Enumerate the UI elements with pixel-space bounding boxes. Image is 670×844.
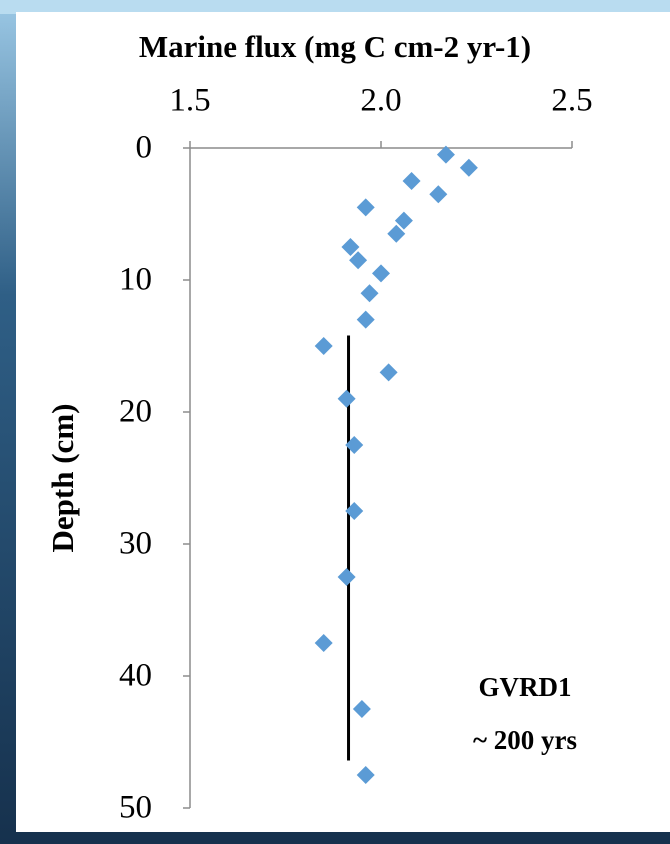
point (394, 211, 413, 230)
y-tick-label: 30 (119, 526, 152, 562)
point (436, 145, 455, 164)
y-tick-label: 50 (119, 790, 152, 826)
chart-title: Marine flux (mg C cm-2 yr-1) (139, 29, 531, 64)
y-tick-label: 20 (119, 394, 152, 430)
y-axis-label: Depth (cm) (45, 404, 80, 553)
point (429, 185, 448, 204)
point (349, 251, 368, 270)
point (459, 158, 478, 177)
point (360, 284, 379, 303)
x-tick-label: 1.5 (169, 83, 210, 119)
point (345, 502, 364, 520)
point (356, 766, 375, 784)
point (345, 436, 364, 454)
point (341, 238, 360, 256)
point (314, 634, 333, 652)
x-tick-label: 2.5 (551, 83, 592, 119)
point (356, 198, 375, 217)
y-tick-label: 0 (136, 130, 153, 166)
point (352, 700, 371, 718)
point (387, 224, 406, 243)
x-tick-label: 2.0 (360, 83, 401, 119)
annotation: GVRD1 (479, 672, 572, 702)
y-tick-label: 40 (119, 658, 152, 694)
point (337, 389, 356, 408)
point (402, 172, 421, 190)
point (337, 568, 356, 586)
point (314, 337, 333, 355)
annotation: ~ 200 yrs (473, 725, 577, 755)
point (379, 363, 398, 382)
point (372, 264, 390, 283)
sky-strip (0, 0, 670, 14)
point (356, 310, 375, 329)
plot-panel (16, 12, 670, 832)
y-tick-label: 10 (119, 262, 152, 298)
